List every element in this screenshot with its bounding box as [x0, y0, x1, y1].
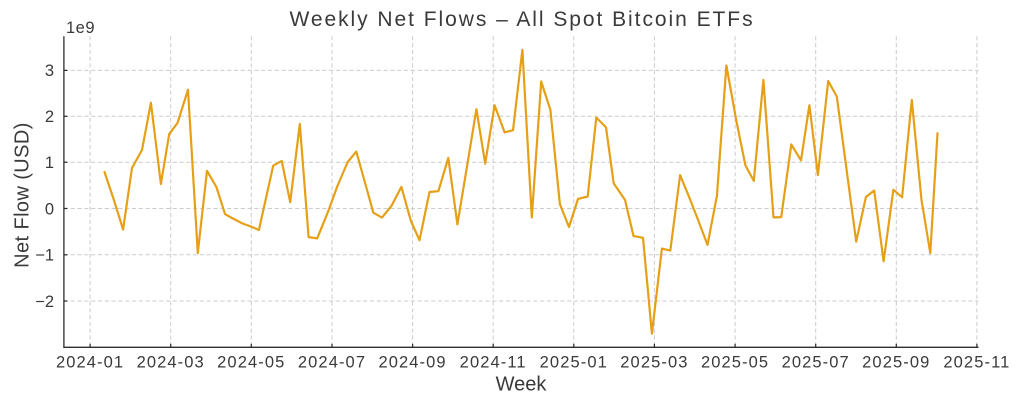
svg-text:Weekly Net Flows – All Spot Bi: Weekly Net Flows – All Spot Bitcoin ETFs [289, 8, 754, 31]
svg-text:2025-07: 2025-07 [782, 354, 850, 372]
svg-text:2024-07: 2024-07 [298, 354, 366, 372]
svg-text:0: 0 [45, 200, 54, 218]
svg-text:1e9: 1e9 [66, 19, 95, 37]
svg-text:2025-05: 2025-05 [701, 354, 769, 372]
svg-text:2025-11: 2025-11 [943, 354, 1010, 372]
svg-text:−1: −1 [35, 247, 54, 265]
svg-text:2: 2 [45, 108, 54, 126]
svg-text:2024-01: 2024-01 [56, 354, 124, 372]
svg-text:2024-03: 2024-03 [137, 354, 205, 372]
svg-text:1: 1 [45, 154, 54, 172]
svg-text:3: 3 [45, 62, 54, 80]
svg-text:2025-03: 2025-03 [620, 354, 688, 372]
svg-text:Net Flow (USD): Net Flow (USD) [12, 122, 34, 268]
svg-text:2024-11: 2024-11 [460, 354, 527, 372]
svg-text:2024-05: 2024-05 [217, 354, 285, 372]
svg-text:2025-09: 2025-09 [862, 354, 930, 372]
svg-text:−2: −2 [35, 293, 54, 311]
svg-text:2025-01: 2025-01 [540, 354, 608, 372]
svg-text:2024-09: 2024-09 [378, 354, 446, 372]
svg-text:Week: Week [496, 374, 548, 396]
